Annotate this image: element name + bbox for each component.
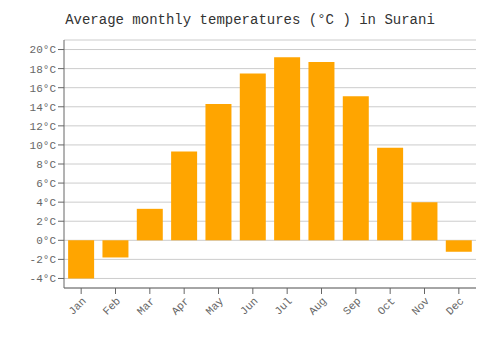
svg-text:Feb: Feb [101,295,123,317]
svg-text:Nov: Nov [410,295,433,318]
svg-text:10°C: 10°C [30,140,57,152]
svg-text:Aug: Aug [307,295,329,317]
svg-text:Dec: Dec [444,295,466,317]
svg-text:12°C: 12°C [30,121,57,133]
svg-text:May: May [204,295,227,318]
svg-text:14°C: 14°C [30,102,57,114]
svg-text:Jan: Jan [66,295,88,317]
svg-text:2°C: 2°C [36,216,56,228]
svg-text:Mar: Mar [135,295,157,317]
svg-text:Apr: Apr [169,295,191,317]
svg-text:4°C: 4°C [36,197,56,209]
svg-text:Oct: Oct [375,295,397,317]
svg-text:-2°C: -2°C [30,254,57,266]
svg-text:-4°C: -4°C [30,273,57,285]
svg-text:Jun: Jun [238,295,260,317]
html-text:Average monthly temperatures (: Average monthly temperatures (°C ) in Su… [65,12,435,28]
svg-text:6°C: 6°C [36,178,56,190]
svg-text:16°C: 16°C [30,83,57,95]
svg-text:Jul: Jul [272,295,294,317]
svg-text:0°C: 0°C [36,235,56,247]
svg-text:18°C: 18°C [30,64,57,76]
svg-text:20°C: 20°C [30,44,57,56]
svg-text:Sep: Sep [341,295,363,317]
svg-text:8°C: 8°C [36,159,56,171]
